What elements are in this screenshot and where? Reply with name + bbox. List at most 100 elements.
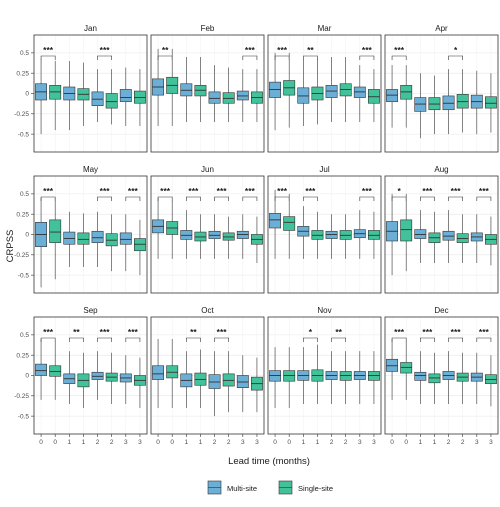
panel-title-dec: Dec [434, 306, 448, 315]
significance-bracket [157, 196, 173, 201]
panel-border [384, 34, 499, 153]
significance-label: * [397, 186, 401, 196]
panel-title-oct: Oct [201, 306, 214, 315]
significance-bracket [274, 196, 290, 201]
panel-strip [34, 162, 147, 176]
x-tick-label: 0 [156, 439, 160, 446]
significance-label: *** [43, 45, 54, 55]
significance-bracket [242, 196, 258, 201]
significance-label: *** [277, 45, 288, 55]
significance-bracket [97, 337, 112, 342]
significance-bracket [331, 337, 346, 342]
panel-oct: Oct** ***0 0 1 1 2 2 3 3 [150, 303, 265, 446]
significance-bracket [97, 55, 112, 60]
significance-label: *** [362, 186, 373, 196]
y-tick-label: 0.25 [16, 70, 29, 77]
y-tick-label: -0.5 [18, 413, 30, 420]
x-tick-label: 0 [404, 439, 408, 446]
significance-bracket [420, 337, 435, 342]
x-tick-label: 0 [170, 439, 174, 446]
x-tick-label: 3 [255, 439, 259, 446]
y-tick-label: -0.5 [18, 272, 30, 279]
panel-border [384, 316, 499, 435]
panel-mar: Mar*** ** *** [267, 21, 382, 153]
y-tick-label: 0.5 [20, 50, 29, 57]
panel-strip [385, 303, 498, 317]
legend-label-single-site: Single-site [298, 484, 333, 493]
panel-strip [151, 303, 264, 317]
significance-bracket [40, 337, 56, 342]
y-tick-label: 0.5 [20, 332, 29, 339]
significance-bracket [303, 196, 318, 201]
panel-title-may: May [83, 165, 98, 174]
panel-strip [151, 162, 264, 176]
significance-label: *** [43, 186, 54, 196]
significance-label: *** [100, 45, 111, 55]
significance-label: *** [100, 186, 111, 196]
significance-bracket [40, 55, 56, 60]
x-tick-label: 0 [273, 439, 277, 446]
y-tick-label: 0.25 [16, 211, 29, 218]
x-tick-label: 2 [213, 439, 217, 446]
y-tick-label: -0.25 [14, 111, 29, 118]
y-tick-label: -0.25 [14, 393, 29, 400]
significance-bracket [476, 196, 492, 201]
panel-feb: Feb** *** [150, 21, 265, 153]
panel-strip [385, 162, 498, 176]
panel-title-aug: Aug [434, 165, 448, 174]
panel-title-mar: Mar [318, 24, 332, 33]
significance-label: *** [422, 186, 433, 196]
panel-title-jun: Jun [201, 165, 214, 174]
significance-bracket [391, 196, 407, 201]
x-tick-label: 1 [433, 439, 437, 446]
significance-bracket [40, 196, 56, 201]
significance-bracket [186, 337, 201, 342]
y-tick-label: 0 [25, 232, 29, 239]
box-multi [119, 232, 132, 245]
panel-title-jul: Jul [319, 165, 329, 174]
x-tick-label: 1 [82, 439, 86, 446]
x-tick-label: 2 [330, 439, 334, 446]
x-tick-label: 2 [227, 439, 231, 446]
x-tick-label: 2 [447, 439, 451, 446]
y-tick-label: 0.25 [16, 352, 29, 359]
significance-bracket [214, 196, 229, 201]
legend: Multi-site Single-site [207, 480, 333, 495]
x-tick-label: 3 [489, 439, 493, 446]
box-single [400, 219, 413, 242]
panel-border [384, 175, 499, 294]
significance-bracket [448, 337, 463, 342]
significance-bracket [242, 55, 258, 60]
significance-label: *** [245, 45, 256, 55]
panel-strip [385, 21, 498, 35]
significance-label: ** [190, 327, 197, 337]
significance-label: *** [128, 327, 139, 337]
significance-bracket [448, 196, 463, 201]
x-tick-label: 2 [96, 439, 100, 446]
significance-label: *** [43, 327, 54, 337]
panel-strip [268, 303, 381, 317]
x-tick-label: 0 [287, 439, 291, 446]
x-tick-label: 0 [390, 439, 394, 446]
significance-bracket [420, 196, 435, 201]
box-multi [119, 89, 132, 102]
x-tick-label: 3 [124, 439, 128, 446]
box-single [77, 232, 90, 245]
significance-bracket [303, 55, 318, 60]
y-tick-label: 0 [25, 91, 29, 98]
panel-aug: Aug* *** *** *** [384, 162, 499, 294]
significance-label: ** [162, 45, 169, 55]
panel-strip [268, 162, 381, 176]
y-tick-label: -0.5 [18, 131, 30, 138]
significance-bracket [303, 337, 318, 342]
significance-label: *** [277, 186, 288, 196]
significance-label: *** [217, 327, 228, 337]
panel-may: May *** *** *** -0.5 -0.25 0 0.25 0.5 [14, 162, 148, 294]
significance-bracket [476, 337, 492, 342]
x-axis-title: Lead time (months) [228, 456, 310, 467]
significance-bracket [97, 196, 112, 201]
panel-dec: Dec *** *** *** *** 0 0 1 1 2 2 3 3 [384, 303, 499, 446]
panel-jan: Jan *** *** -0.5 -0.25 0 0.25 0.5 [14, 21, 148, 153]
